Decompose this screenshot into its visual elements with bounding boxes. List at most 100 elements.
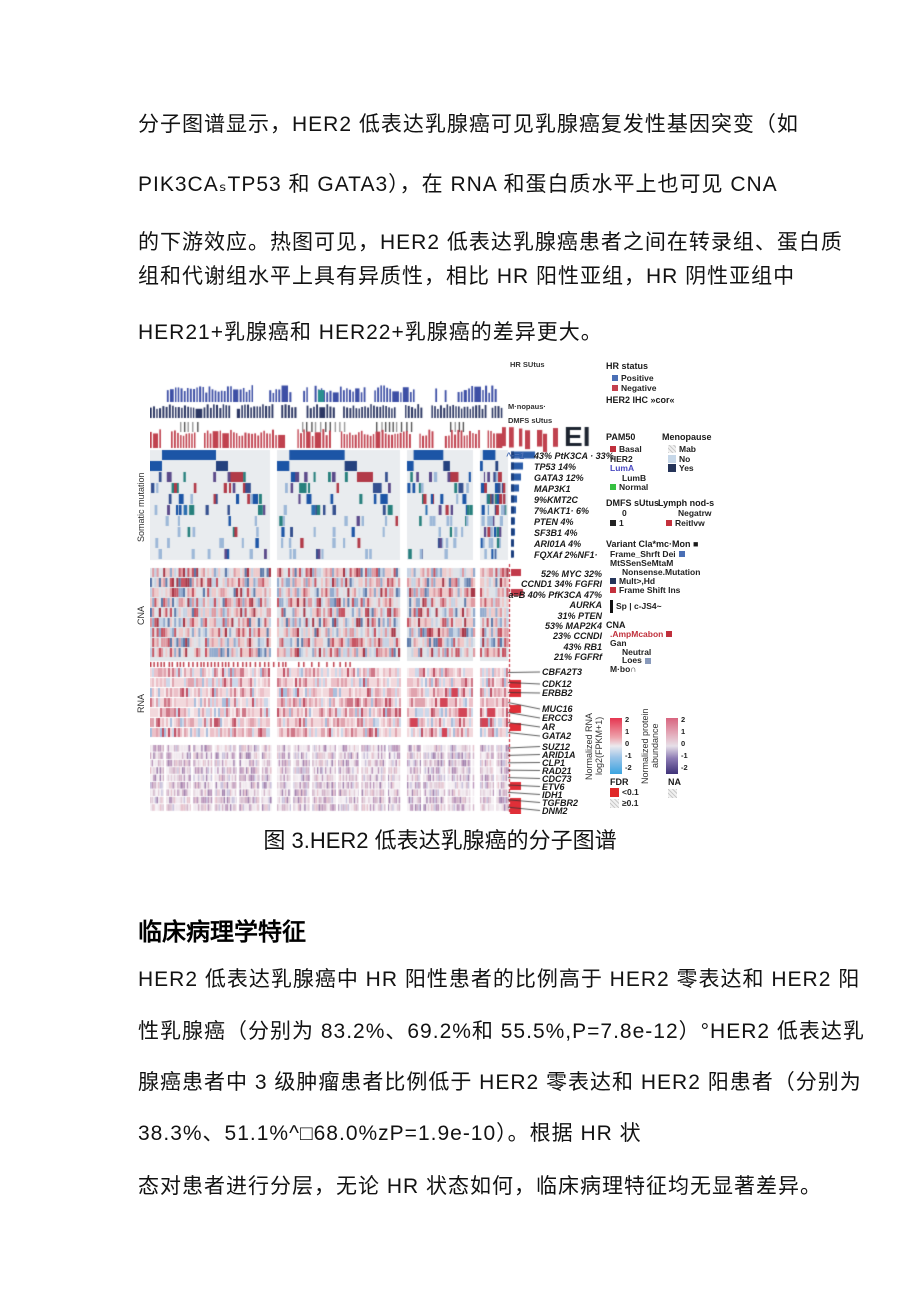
legend-item: <0.1 — [610, 788, 639, 797]
legend-item: Negatrw — [678, 509, 712, 518]
gene-label-protein: CDC73 — [542, 774, 572, 784]
gene-label-protein: TGFBR2 — [542, 798, 578, 808]
legend-item-label: Sp | c-JS4~ — [616, 601, 662, 612]
legend-item-label: Mab — [679, 444, 696, 454]
gene-label-cna: 53% MAP2K4 — [544, 621, 602, 631]
rna-scale-tick: 2 — [625, 715, 630, 724]
gene-label-rna: AR — [542, 722, 555, 732]
legend-item-label: ≥0.1 — [622, 797, 639, 808]
gene-label-protein: DNM2 — [542, 806, 568, 816]
gene-label-protein: CLP1 — [542, 758, 566, 768]
protein-scale-tick: 1 — [681, 727, 686, 736]
legend-item: .AmpMcabon — [610, 629, 673, 639]
legend-item: ≥0.1 — [610, 797, 639, 808]
protein-scale-gradient — [666, 718, 678, 774]
protein-scale-title: Normalized protein — [640, 708, 650, 784]
body-text-line: 性乳腺癌（分别为 83.2%、69.2%和 55.5%,P=7.8e-12）°H… — [138, 1020, 865, 1043]
track-label-menopause: M·nopaus· — [508, 402, 546, 411]
legend-swatch — [610, 798, 619, 808]
body-text-line: 腺癌患者中 3 级肿瘤患者比例低于 HER2 零表达和 HER2 阳患者（分别为 — [138, 1071, 862, 1094]
legend-item: Negative — [612, 382, 657, 393]
protein-scale-tick: 2 — [681, 715, 686, 724]
legend-item: Mult>,Hd — [610, 577, 655, 586]
gene-label-cna: AURKA — [569, 600, 603, 611]
oncoprint-canvas — [150, 356, 600, 814]
gene-label-protein: IDH1 — [542, 790, 563, 800]
legend-item-label: Frame Shift Ins — [619, 585, 681, 595]
gene-label-somatic: GATA3 12% — [534, 473, 584, 483]
track-label-dmfs-status: DMFS sUtus — [508, 416, 553, 425]
legend-item-label: Neutral — [622, 646, 652, 657]
body-text-line: 38.3%、51.1%^□68.0%zP=1.9e-10）。根据 HR 状 — [138, 1122, 642, 1145]
legend-item-label: Negative — [621, 382, 657, 393]
body-text-line: HER21+乳腺癌和 HER22+乳腺癌的差异更大。 — [138, 321, 603, 344]
legend-title-na: NA — [668, 777, 681, 787]
track-label-hr-status: HR SUtus — [510, 360, 545, 369]
legend-item-label: Basal — [619, 444, 642, 454]
legend-title-hr-status: HR status — [606, 361, 649, 371]
gene-label-somatic: PTEN 4% — [534, 517, 574, 527]
gene-label-cna: 31% PTEN — [557, 610, 602, 621]
legend-swatch — [668, 464, 676, 473]
protein-scale-tick: 0 — [681, 739, 686, 748]
legend-item-label: 0 — [622, 508, 627, 518]
legend-bar-swatch — [610, 600, 613, 613]
legend-item: 1 — [610, 518, 624, 528]
protein-scale-tick: -1 — [681, 751, 688, 760]
legend-item-label: .AmpMcabon — [610, 629, 664, 639]
legend-swatch — [678, 551, 685, 558]
legend-item: Mab — [668, 445, 696, 454]
gene-label-cna: 21% FGFRf — [553, 652, 602, 663]
legend-swatch — [610, 587, 616, 594]
gene-label-cna: 52% MYC 32% — [540, 569, 602, 579]
legend-item-label: Normal — [619, 482, 649, 492]
legend-item-label: LumB — [622, 472, 647, 483]
legend-item: Sp | c-JS4~ — [610, 600, 662, 613]
rna-scale-tick: -2 — [625, 763, 632, 772]
gene-label-rna: CBFA2T3 — [542, 667, 583, 677]
gene-label-somatic: 7%AKT1· 6% — [534, 506, 590, 516]
axis-label-somatic-mutation: Somatic mutation — [136, 472, 146, 542]
gene-label-somatic: 43% PtK3CA · 33% — [534, 451, 614, 461]
axis-label-cna: CNA — [136, 606, 146, 626]
legend-swatch — [610, 446, 616, 453]
legend-item-label: Positive — [621, 373, 654, 383]
rna-scale-tick: -1 — [625, 751, 632, 760]
legend-title-fdr: FDR — [610, 777, 629, 787]
legend-title-her2-ihc: HER2 IHC »cor« — [606, 395, 675, 405]
gene-label-cna: CCND1 34% FGFRI — [520, 579, 602, 590]
legend-item-label: HER2 — [610, 453, 633, 464]
rna-scale-title: Normalized RNA — [584, 712, 594, 780]
legend-title-cna: CNA — [606, 620, 626, 630]
legend-swatch — [610, 578, 616, 585]
figure-caption: 图 3.HER2 低表达乳腺癌的分子图谱 — [263, 828, 617, 853]
legend-item-label: Frame_Shrft Dei — [610, 549, 676, 559]
body-text-line: PIK3CAₛTP53 和 GATA3），在 RNA 和蛋白质水平上也可见 CN… — [138, 173, 778, 196]
legend-item-label: Gan — [610, 637, 627, 648]
legend-item: Nonsense.Mutation — [622, 568, 700, 577]
legend-item: Normal — [610, 483, 648, 492]
legend-title-menopause: Menopause — [662, 432, 712, 442]
legend-swatch — [668, 454, 676, 463]
legend-item: Basal — [610, 445, 642, 454]
legend-item-label: Loes — [622, 655, 642, 666]
gene-label-somatic: 9%KMT2C — [534, 495, 579, 505]
legend-swatch — [612, 384, 618, 391]
gene-label-rna: GATA2 — [542, 731, 572, 741]
legend-title-pam50: PAM50 — [606, 432, 636, 442]
legend-swatch — [644, 657, 651, 664]
legend-item: No — [668, 453, 691, 464]
legend-item-label: <0.1 — [622, 787, 639, 798]
legend-item-label: No — [679, 453, 691, 464]
legend-swatch — [610, 788, 619, 797]
legend-item-label: MtSSenSeMtaM — [610, 558, 674, 568]
gene-label-somatic: ARI01A 4% — [534, 539, 582, 549]
legend-item: 0 — [622, 509, 627, 518]
body-text-line: 态对患者进行分层，无论 HR 状态如何，临床病理特征均无显著差异。 — [138, 1175, 822, 1198]
rna-scale-tick: 1 — [625, 727, 630, 736]
gene-label-rna: CDK12 — [542, 679, 572, 689]
body-text-line: 组和代谢组水平上具有异质性，相比 HR 阳性亚组，HR 阴性亚组中 — [138, 265, 796, 288]
legend-swatch — [610, 519, 616, 526]
legend-swatch — [666, 519, 672, 526]
protein-scale-tick: -2 — [681, 763, 688, 772]
